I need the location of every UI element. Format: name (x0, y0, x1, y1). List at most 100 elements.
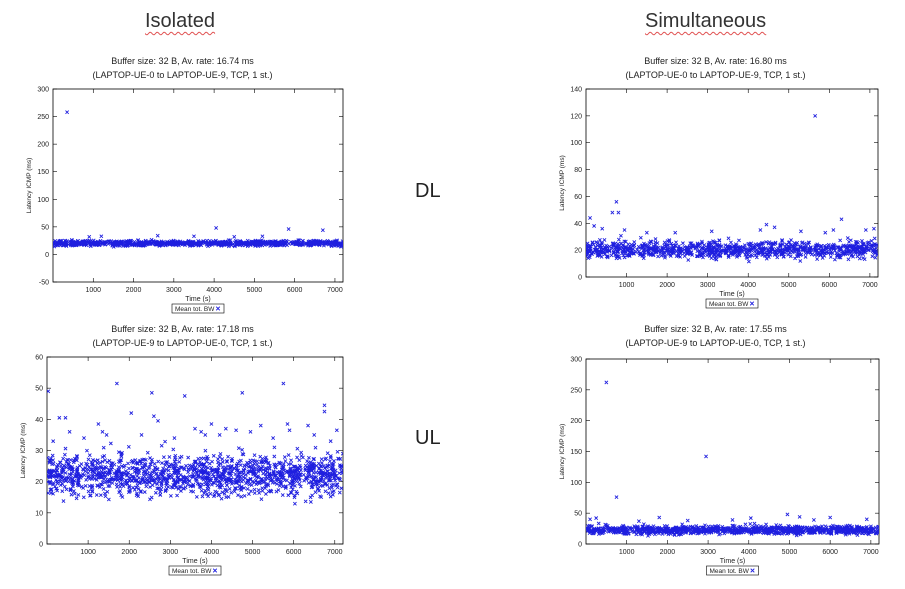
data-point (116, 465, 121, 470)
data-point (144, 476, 149, 481)
data-point (189, 467, 194, 471)
data-point (178, 465, 183, 470)
data-point (335, 485, 340, 490)
data-point (241, 467, 246, 472)
data-point (337, 490, 342, 495)
data-point (289, 240, 293, 244)
data-point (192, 234, 196, 239)
data-point (312, 457, 317, 461)
data-point (311, 240, 316, 245)
data-point (252, 491, 257, 496)
data-point (115, 478, 120, 483)
data-point (338, 477, 342, 482)
data-point (763, 525, 768, 530)
data-point (765, 248, 770, 252)
data-point (148, 497, 152, 502)
data-point (145, 471, 150, 476)
data-point (306, 468, 311, 473)
data-point (96, 471, 101, 476)
data-point (299, 468, 303, 473)
data-point (66, 479, 71, 484)
data-point (259, 238, 264, 243)
data-point (147, 473, 152, 477)
data-point (873, 525, 878, 530)
data-point (127, 240, 132, 245)
data-point (319, 470, 324, 475)
data-point (177, 455, 182, 460)
data-point (94, 477, 99, 482)
x-tick-label: 2000 (660, 549, 676, 556)
y-tick-label: 250 (37, 114, 49, 121)
data-point (53, 471, 58, 475)
data-point (290, 483, 295, 487)
data-point (729, 240, 733, 245)
data-point (753, 253, 758, 258)
data-point (240, 390, 245, 395)
data-point (192, 468, 197, 473)
data-point (199, 475, 204, 480)
data-point (767, 528, 772, 532)
data-point (830, 244, 835, 249)
data-point (141, 473, 146, 478)
data-point (682, 254, 687, 258)
legend: Mean tot. BW (168, 565, 222, 576)
data-point (305, 459, 310, 464)
data-point (164, 461, 169, 466)
data-point (694, 524, 699, 528)
data-point (246, 478, 251, 483)
data-point (774, 526, 779, 531)
data-point (336, 456, 340, 461)
data-point (103, 464, 108, 469)
data-point (788, 254, 793, 259)
data-point (47, 473, 50, 478)
chart-dl-isolated: Buffer size: 32 B, Av. rate: 16.74 ms (LA… (15, 56, 350, 314)
data-point (207, 473, 212, 477)
data-point (339, 486, 343, 491)
data-point (615, 250, 620, 255)
data-point (667, 529, 672, 534)
data-point (313, 490, 318, 495)
data-point (272, 445, 277, 450)
data-point (246, 492, 251, 497)
legend: Mean tot. BW (706, 565, 759, 576)
data-point (263, 486, 267, 490)
data-point (777, 526, 782, 531)
x-axis-label: Time (s) (185, 296, 210, 303)
data-point (635, 247, 639, 252)
data-point (80, 467, 85, 472)
data-point (271, 470, 276, 475)
data-point (143, 243, 148, 248)
data-point (62, 476, 67, 481)
data-point (832, 257, 837, 262)
data-point (206, 456, 210, 461)
data-point (167, 464, 172, 469)
y-axis-label: Latency ICMP (ms) (559, 155, 566, 211)
data-point (64, 465, 69, 470)
chart-svg: 0 50 100 150 200 250 300 1000 2000 3000 4000 5000 60… (559, 357, 880, 576)
data-point (236, 446, 241, 451)
data-point (217, 492, 222, 497)
data-point (283, 459, 288, 464)
data-point (701, 525, 706, 530)
data-point (304, 240, 308, 245)
data-point (91, 458, 95, 462)
y-tick-label: 30 (35, 448, 43, 455)
data-point (245, 487, 250, 491)
data-point (105, 489, 110, 494)
chart-ul-isolated: Buffer size: 32 B, Av. rate: 17.18 ms (LA… (15, 324, 350, 579)
data-point (641, 248, 646, 252)
data-point (851, 254, 855, 259)
data-point (90, 239, 95, 244)
data-point (115, 484, 120, 489)
data-point (627, 253, 632, 257)
data-point (730, 518, 735, 522)
data-point (596, 526, 601, 531)
data-point (58, 243, 63, 248)
scatter-series (47, 381, 343, 506)
data-point (210, 459, 214, 464)
data-point (290, 487, 295, 492)
legend-marker (749, 301, 755, 306)
data-point (163, 489, 168, 494)
data-point (138, 490, 143, 494)
data-point (263, 472, 268, 477)
